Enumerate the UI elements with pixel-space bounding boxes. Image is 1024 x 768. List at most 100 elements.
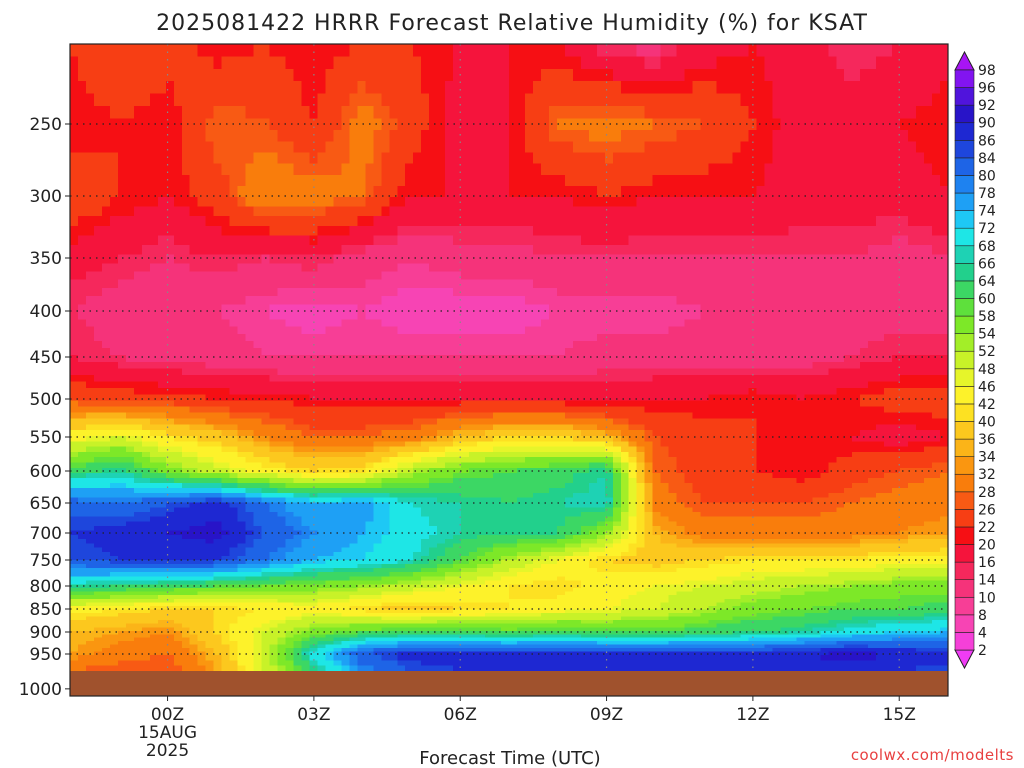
rh-cell <box>501 56 510 70</box>
rh-cell <box>349 152 358 165</box>
rh-cell <box>900 355 909 363</box>
rh-cell <box>453 44 462 57</box>
rh-cell <box>788 340 797 349</box>
rh-cell <box>221 430 231 437</box>
rh-cell <box>381 348 390 356</box>
rh-cell <box>309 263 319 273</box>
rh-cell <box>349 68 358 82</box>
rh-cell <box>485 304 494 313</box>
rh-cell <box>644 141 654 154</box>
rh-cell <box>764 424 773 431</box>
rh-cell <box>516 216 526 227</box>
rh-cell <box>309 254 319 264</box>
rh-cell <box>772 355 781 363</box>
rh-cell <box>70 254 79 264</box>
rh-cell <box>876 418 885 425</box>
rh-cell <box>301 287 311 297</box>
rh-cell <box>692 430 702 437</box>
rh-cell <box>748 418 758 425</box>
rh-cell <box>636 263 646 273</box>
rh-cell <box>700 118 710 131</box>
rh-cell <box>349 418 358 425</box>
rh-cell <box>868 254 877 264</box>
rh-cell <box>732 287 742 297</box>
rh-cell <box>924 263 933 273</box>
rh-cell <box>133 163 143 176</box>
rh-cell <box>940 424 949 431</box>
rh-cell <box>213 244 223 256</box>
rh-cell <box>924 387 933 395</box>
rh-cell <box>285 106 295 119</box>
rh-cell <box>916 225 925 236</box>
rh-cell <box>580 394 590 402</box>
rh-cell <box>516 130 526 142</box>
rh-cell <box>860 340 869 349</box>
rh-cell <box>788 430 797 437</box>
rh-cell <box>405 263 414 273</box>
rh-cell <box>740 271 750 281</box>
rh-cell <box>269 235 279 246</box>
rh-cell <box>285 271 295 281</box>
rh-cell <box>85 206 95 217</box>
rh-cell <box>876 141 885 154</box>
rh-cell <box>724 271 734 281</box>
rh-cell <box>860 141 869 154</box>
rh-cell <box>548 225 558 236</box>
rh-cell <box>868 263 877 273</box>
rh-cell <box>684 163 694 176</box>
rh-cell <box>453 271 462 281</box>
rh-cell <box>548 56 558 70</box>
rh-cell <box>668 340 678 349</box>
rh-cell <box>285 312 295 321</box>
rh-cell <box>876 254 885 264</box>
rh-cell <box>732 381 742 389</box>
rh-cell <box>405 326 414 335</box>
rh-cell <box>564 355 574 363</box>
rh-cell <box>548 174 558 187</box>
rh-cell <box>780 387 789 395</box>
rh-cell <box>772 216 781 227</box>
rh-cell <box>900 68 909 82</box>
rh-cell <box>820 163 829 176</box>
rh-cell <box>261 106 271 119</box>
rh-cell <box>157 56 167 70</box>
rh-cell <box>892 254 901 264</box>
rh-cell <box>317 81 327 95</box>
rh-cell <box>245 263 255 273</box>
rh-cell <box>237 56 247 70</box>
rh-cell <box>189 326 199 335</box>
rh-cell <box>277 235 287 246</box>
rh-cell <box>237 279 247 289</box>
rh-cell <box>389 326 398 335</box>
rh-cell <box>932 235 941 246</box>
rh-cell <box>277 206 287 217</box>
rh-cell <box>660 56 670 70</box>
rh-cell <box>221 340 231 349</box>
rh-cell <box>285 93 295 107</box>
rh-cell <box>389 235 398 246</box>
rh-cell <box>253 152 263 165</box>
rh-cell <box>405 424 414 431</box>
rh-cell <box>708 296 718 305</box>
rh-cell <box>732 412 742 419</box>
rh-cell <box>868 312 877 321</box>
rh-cell <box>213 387 223 395</box>
rh-cell <box>213 106 223 119</box>
rh-cell <box>477 312 486 321</box>
rh-cell <box>804 387 813 395</box>
rh-cell <box>516 287 526 297</box>
rh-cell <box>572 394 582 402</box>
rh-cell <box>229 400 239 408</box>
rh-cell <box>453 387 462 395</box>
rh-cell <box>221 185 231 198</box>
rh-cell <box>125 340 135 349</box>
rh-cell <box>325 361 334 369</box>
rh-cell <box>908 216 917 227</box>
rh-cell <box>612 394 622 402</box>
rh-cell <box>245 56 255 70</box>
rh-cell <box>213 141 223 154</box>
rh-cell <box>628 271 638 281</box>
rh-cell <box>237 361 247 369</box>
rh-cell <box>748 400 758 408</box>
rh-cell <box>501 254 510 264</box>
